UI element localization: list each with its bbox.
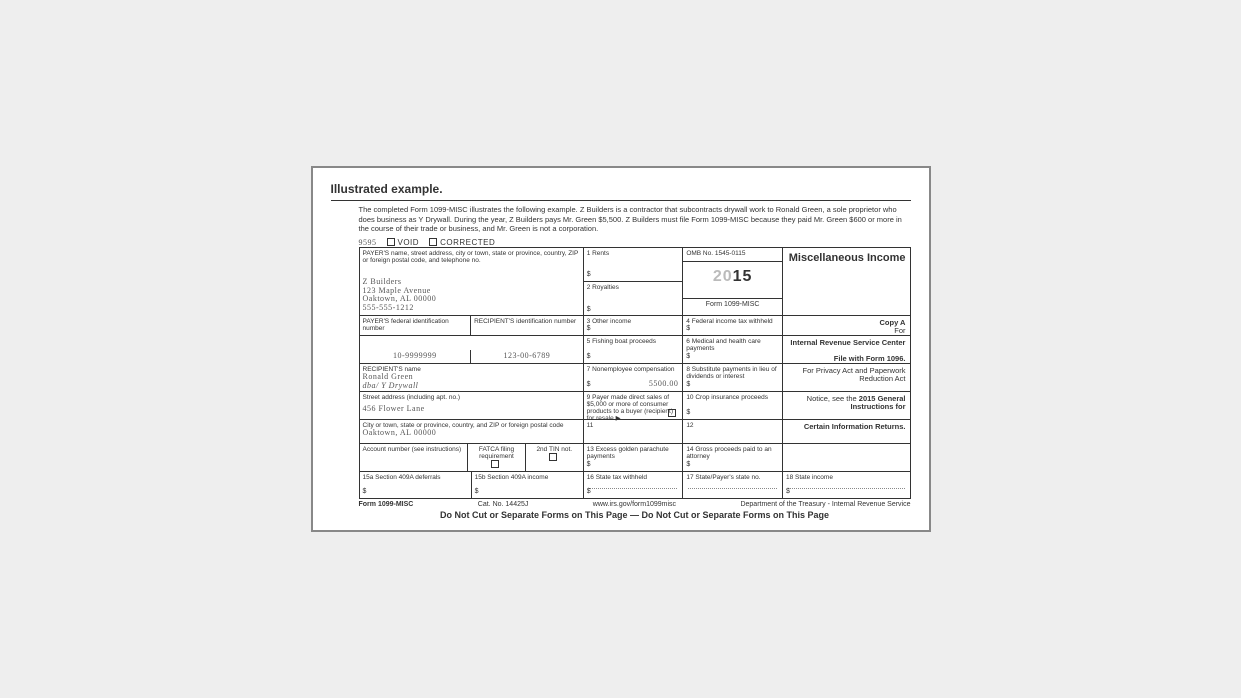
void-checkbox[interactable] <box>387 238 395 246</box>
tin-cell: 2nd TIN not. <box>526 444 583 471</box>
corrected-group: CORRECTED <box>429 238 495 247</box>
box9-checkbox[interactable] <box>668 409 676 417</box>
box-6: 6 Medical and health care payments$ <box>683 336 783 363</box>
copy-notice-1: For Privacy Act and Paperwork Reduction … <box>783 364 910 391</box>
tin-checkbox[interactable] <box>549 453 557 461</box>
box-11: 11 <box>584 420 684 443</box>
fatca-cell: FATCA filing requirement <box>468 444 526 471</box>
id-values-row: 10-9999999 123-00-6789 <box>360 336 584 363</box>
box-15b: 15b Section 409A income$ <box>472 472 584 498</box>
footer-warning: Do Not Cut or Separate Forms on This Pag… <box>359 510 911 520</box>
box-4: 4 Federal income tax withheld$ <box>683 316 783 335</box>
boxes-1-2: 1 Rents$ 2 Royalties$ <box>584 248 684 315</box>
fatca-checkbox[interactable] <box>491 460 499 468</box>
box-3: 3 Other income$ <box>584 316 684 335</box>
tax-year: 2015 <box>683 262 782 298</box>
example-title: Illustrated example. <box>331 182 911 201</box>
code-9595: 9595 <box>359 238 377 247</box>
box-16: 16 State tax withheld$ <box>584 472 684 498</box>
copy-irs: Internal Revenue Service Center File wit… <box>783 336 910 363</box>
form-1099-misc-document: Illustrated example. The completed Form … <box>311 166 931 531</box>
payer-block: PAYER'S name, street address, city or to… <box>360 248 584 315</box>
recipient-city-block: City or town, state or province, country… <box>360 420 584 443</box>
box-10: 10 Crop insurance proceeds$ <box>683 392 783 419</box>
box-18: 18 State income$ <box>783 472 910 498</box>
form-title: Miscellaneous Income <box>783 248 910 315</box>
copy-notice-3: Certain Information Returns. <box>783 420 910 443</box>
footer-meta: Form 1099-MISC Cat. No. 14425J www.irs.g… <box>359 499 911 510</box>
corrected-checkbox[interactable] <box>429 238 437 246</box>
box-12: 12 <box>683 420 783 443</box>
copy-a-header: Copy A For <box>783 316 910 335</box>
box-17: 17 State/Payer's state no. <box>683 472 783 498</box>
box-14: 14 Gross proceeds paid to an attorney$ <box>683 444 783 471</box>
box-8: 8 Substitute payments in lieu of dividen… <box>683 364 783 391</box>
box-15a: 15a Section 409A deferrals$ <box>360 472 472 498</box>
box-9: 9 Payer made direct sales of $5,000 or m… <box>584 392 684 419</box>
account-row: Account number (see instructions) FATCA … <box>360 444 584 471</box>
precodes-row: 9595 VOID CORRECTED <box>359 238 911 247</box>
id-labels-row: PAYER'S federal identification number RE… <box>360 316 584 335</box>
void-group: VOID <box>387 238 420 247</box>
recipient-street-block: Street address (including apt. no.) 456 … <box>360 392 584 419</box>
copy-notice-2: Notice, see the 2015 General Instruction… <box>783 392 910 419</box>
box-5: 5 Fishing boat proceeds$ <box>584 336 684 363</box>
recipient-name-block: RECIPIENT'S name Ronald Green dba/ Y Dry… <box>360 364 584 391</box>
box-13: 13 Excess golden parachute payments$ <box>584 444 684 471</box>
example-intro: The completed Form 1099-MISC illustrates… <box>359 205 911 233</box>
box-7: 7 Nonemployee compensation $ 5500.00 <box>584 364 684 391</box>
omb-year-block: OMB No. 1545-0115 2015 Form 1099-MISC <box>683 248 783 315</box>
form-grid: PAYER'S name, street address, city or to… <box>359 247 911 499</box>
